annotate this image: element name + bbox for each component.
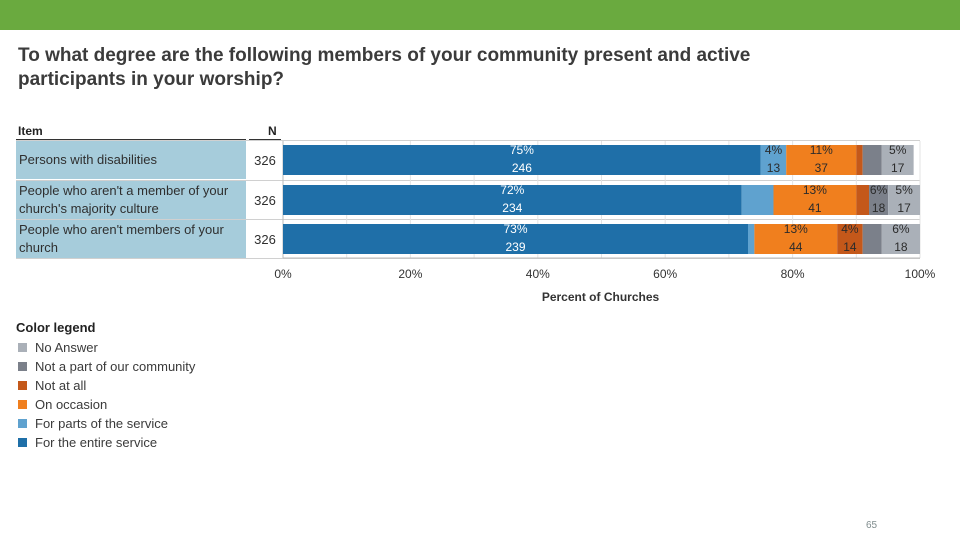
legend-label: Not a part of our community [35,358,196,374]
bar-segment-on-occasion [786,145,857,175]
bar-segment-not-at-all [856,185,870,215]
n-column-header: N [268,124,277,138]
legend-swatch [18,418,27,428]
legend-item: Not a part of our community [18,358,195,374]
count-label: 17 [891,161,905,175]
legend-label: For the entire service [35,434,158,450]
bar-segment-on-occasion [754,224,838,254]
item-cell-non-members: People who aren't members of your church [16,220,246,258]
page-number: 65 [866,520,878,531]
legend-label: On occasion [35,396,108,412]
percent-label: 72% [500,183,524,197]
percent-label: 75% [510,143,534,157]
x-tick-label: 60% [653,267,677,281]
item-cell-disabilities: Persons with disabilities [16,141,246,179]
slide-title: To what degree are the following members… [18,44,848,92]
count-label: 41 [808,201,822,215]
item-header-rule [16,139,246,140]
count-label: 18 [872,201,886,215]
bar-segment-not-a-part-of-our-community [862,145,882,175]
slide-title-line-2: participants in your worship? [18,69,285,90]
legend-item: For parts of the service [18,415,168,431]
x-tick-label: 100% [905,267,936,281]
bar-segment-on-occasion [773,185,857,215]
n-cell-non-members: 326 [254,231,276,247]
bar-segment-for-the-entire-service [283,145,761,175]
percent-label: 6% [870,183,888,197]
row-divider [16,180,920,181]
slide-title-line-1: To what degree are the following members… [18,45,751,66]
bar-segment-for-parts-of-the-service [741,185,774,215]
bar-segment-for-parts-of-the-service [748,224,755,254]
legend-title: Color legend [16,320,96,335]
x-axis-title: Percent of Churches [542,290,660,304]
item-cell-majority-culture: People who aren't a member of your churc… [16,181,246,219]
count-label: 18 [894,240,908,254]
bar-segment-no-answer [881,224,920,254]
percent-label: 4% [841,222,859,236]
percent-label: 11% [810,143,833,157]
legend-swatch [18,342,27,352]
n-cell-majority-culture: 326 [254,192,276,208]
count-label: 14 [843,240,857,254]
bar-segment-for-the-entire-service [283,224,749,254]
legend-label: Not at all [35,377,87,393]
percent-label: 4% [765,143,783,157]
row-divider [16,219,920,220]
bar-segment-not-a-part-of-our-community [862,224,882,254]
bar-segment-no-answer [881,145,914,175]
legend-swatch [18,380,27,390]
percent-label: 6% [892,222,910,236]
bar-segment-not-at-all [837,224,863,254]
x-tick-label: 80% [781,267,805,281]
bar-segment-no-answer [888,185,920,215]
count-label: 239 [505,240,525,254]
bar-segment-not-at-all [856,145,863,175]
bar-segment-for-parts-of-the-service [760,145,787,175]
legend-item: On occasion [18,396,107,412]
percent-label: 13% [803,183,827,197]
bar-segment-for-the-entire-service [283,185,742,215]
count-label: 37 [815,161,829,175]
legend-swatch [18,399,27,409]
percent-label: 5% [895,183,913,197]
legend-swatch [18,361,27,371]
legend-item: For the entire service [18,434,157,450]
legend-item: No Answer [18,339,98,355]
x-tick-label: 0% [274,267,292,281]
item-column-header: Item [18,124,43,138]
n-header-rule [249,139,281,140]
legend-label: No Answer [35,339,98,355]
percent-label: 13% [784,222,808,236]
legend-swatch [18,437,27,447]
percent-label: 73% [503,222,527,236]
count-label: 17 [897,201,911,215]
count-label: 234 [502,201,522,215]
legend-item: Not at all [18,377,86,393]
percent-label: 5% [889,143,907,157]
legend-label: For parts of the service [35,415,168,431]
count-label: 246 [512,161,532,175]
count-label: 13 [767,161,781,175]
count-label: 44 [789,240,803,254]
x-tick-label: 20% [398,267,422,281]
bar-segment-not-a-part-of-our-community [869,185,889,215]
n-cell-disabilities: 326 [254,152,276,168]
row-divider [16,140,920,141]
top-accent-bar [0,0,960,30]
x-tick-label: 40% [526,267,550,281]
